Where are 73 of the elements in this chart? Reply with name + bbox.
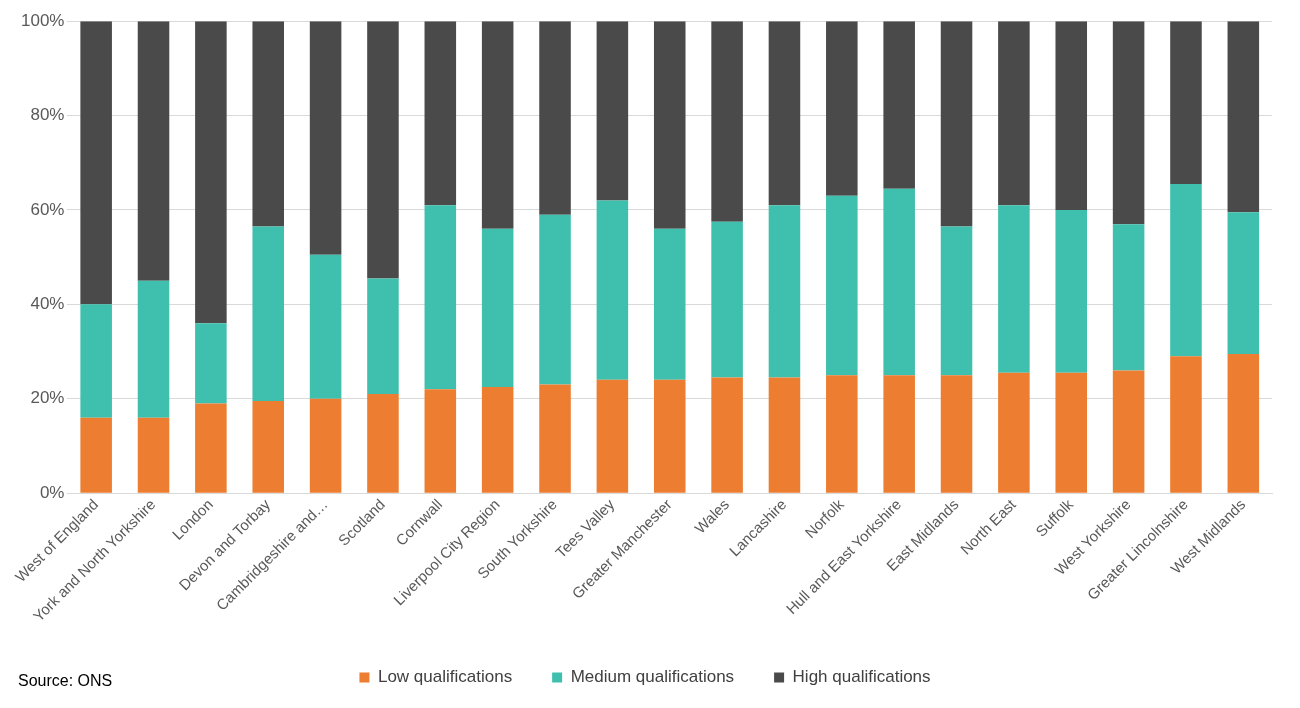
bar [1112, 224, 1145, 371]
bar [309, 398, 342, 493]
bar [367, 21, 399, 279]
y-tick-label: 100% [21, 10, 65, 30]
bar [252, 226, 285, 402]
y-tick-label: 40% [30, 294, 65, 314]
source-note: Source: ONS [18, 672, 113, 690]
bar [137, 280, 170, 418]
legend-label: Low qualifications [377, 667, 513, 687]
bar [1170, 356, 1202, 493]
bar [596, 200, 629, 380]
legend-label: High qualifications [792, 667, 931, 687]
bar [768, 21, 801, 206]
bar [768, 377, 801, 493]
bar [1112, 370, 1145, 493]
bar [1227, 212, 1260, 354]
bar [195, 403, 227, 493]
bar [539, 384, 571, 493]
bar [940, 226, 973, 376]
bar [367, 394, 399, 493]
bar [80, 21, 112, 305]
bar [1112, 21, 1145, 225]
bar [195, 323, 227, 404]
bar [481, 228, 514, 387]
bar [252, 401, 285, 493]
y-tick-label: 20% [30, 388, 65, 408]
bar [137, 21, 170, 281]
bar [80, 417, 112, 493]
bar [1055, 21, 1088, 210]
bar [252, 21, 285, 227]
bar [424, 389, 457, 493]
legend-label: Medium qualifications [570, 667, 735, 687]
bar [539, 21, 571, 215]
y-tick-label: 0% [39, 482, 65, 502]
bar [998, 372, 1030, 493]
bar [481, 386, 514, 493]
bar [539, 214, 571, 385]
bar [653, 228, 686, 380]
bar [195, 21, 227, 324]
bar [826, 195, 858, 376]
bar [1055, 372, 1088, 493]
bar [940, 21, 973, 227]
bar [1227, 21, 1260, 213]
bar [309, 254, 342, 399]
bar [940, 375, 973, 493]
bar [711, 221, 743, 378]
bar [424, 205, 457, 390]
bar [1170, 184, 1202, 357]
bar [80, 304, 112, 418]
bar [309, 21, 342, 255]
bar [1170, 21, 1202, 185]
bar [424, 21, 457, 206]
bar [883, 188, 915, 376]
bar [711, 21, 743, 222]
bar [998, 205, 1030, 373]
y-tick-label: 60% [30, 199, 65, 219]
bar [367, 278, 399, 395]
bar [826, 375, 858, 493]
bar [826, 21, 858, 196]
bar [768, 205, 801, 378]
bar [883, 21, 915, 189]
bar [596, 379, 629, 493]
bar [137, 417, 170, 493]
bar [596, 21, 629, 201]
y-tick-label: 80% [30, 105, 65, 125]
bar [653, 21, 686, 229]
bar [711, 377, 743, 493]
bar [481, 21, 514, 229]
bar [653, 379, 686, 493]
bar [1227, 353, 1260, 493]
bar [1055, 209, 1088, 373]
bar [998, 21, 1030, 206]
bar [883, 375, 915, 493]
